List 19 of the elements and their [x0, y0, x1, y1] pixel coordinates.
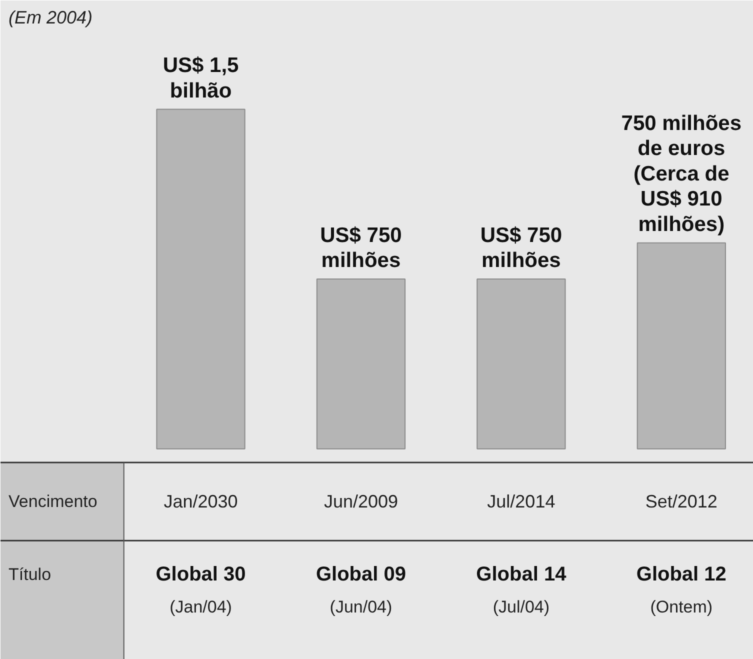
x-tick-label: Global 30 [156, 564, 246, 586]
data-label: US$ 1,5 bilhão [162, 54, 240, 102]
data-label: US$ 750 milhões [320, 224, 402, 272]
x-tick-label: Global 12 [636, 564, 726, 586]
x-tick-label: Global 09 [316, 564, 406, 586]
text: Título [8, 565, 52, 584]
text: Jul/2014 [487, 492, 556, 512]
data-label: US$ 750 milhões [480, 224, 562, 272]
text: Set/2012 [645, 492, 718, 512]
text: Jan/2030 [164, 492, 238, 512]
text: (Jul/04) [492, 597, 550, 616]
text: Vencimento [8, 492, 98, 512]
text: (Ontem) [650, 597, 713, 616]
text: (Jun/04) [330, 597, 392, 616]
text: Jun/2009 [324, 492, 398, 512]
chart-subtitle: (Em 2004) [8, 7, 93, 28]
text: (Jan/04) [170, 597, 232, 616]
data-label: 750 milhões de euros (Cerca de US$ 910 milhões) [621, 112, 742, 236]
x-tick-label: Global 14 [476, 564, 568, 586]
